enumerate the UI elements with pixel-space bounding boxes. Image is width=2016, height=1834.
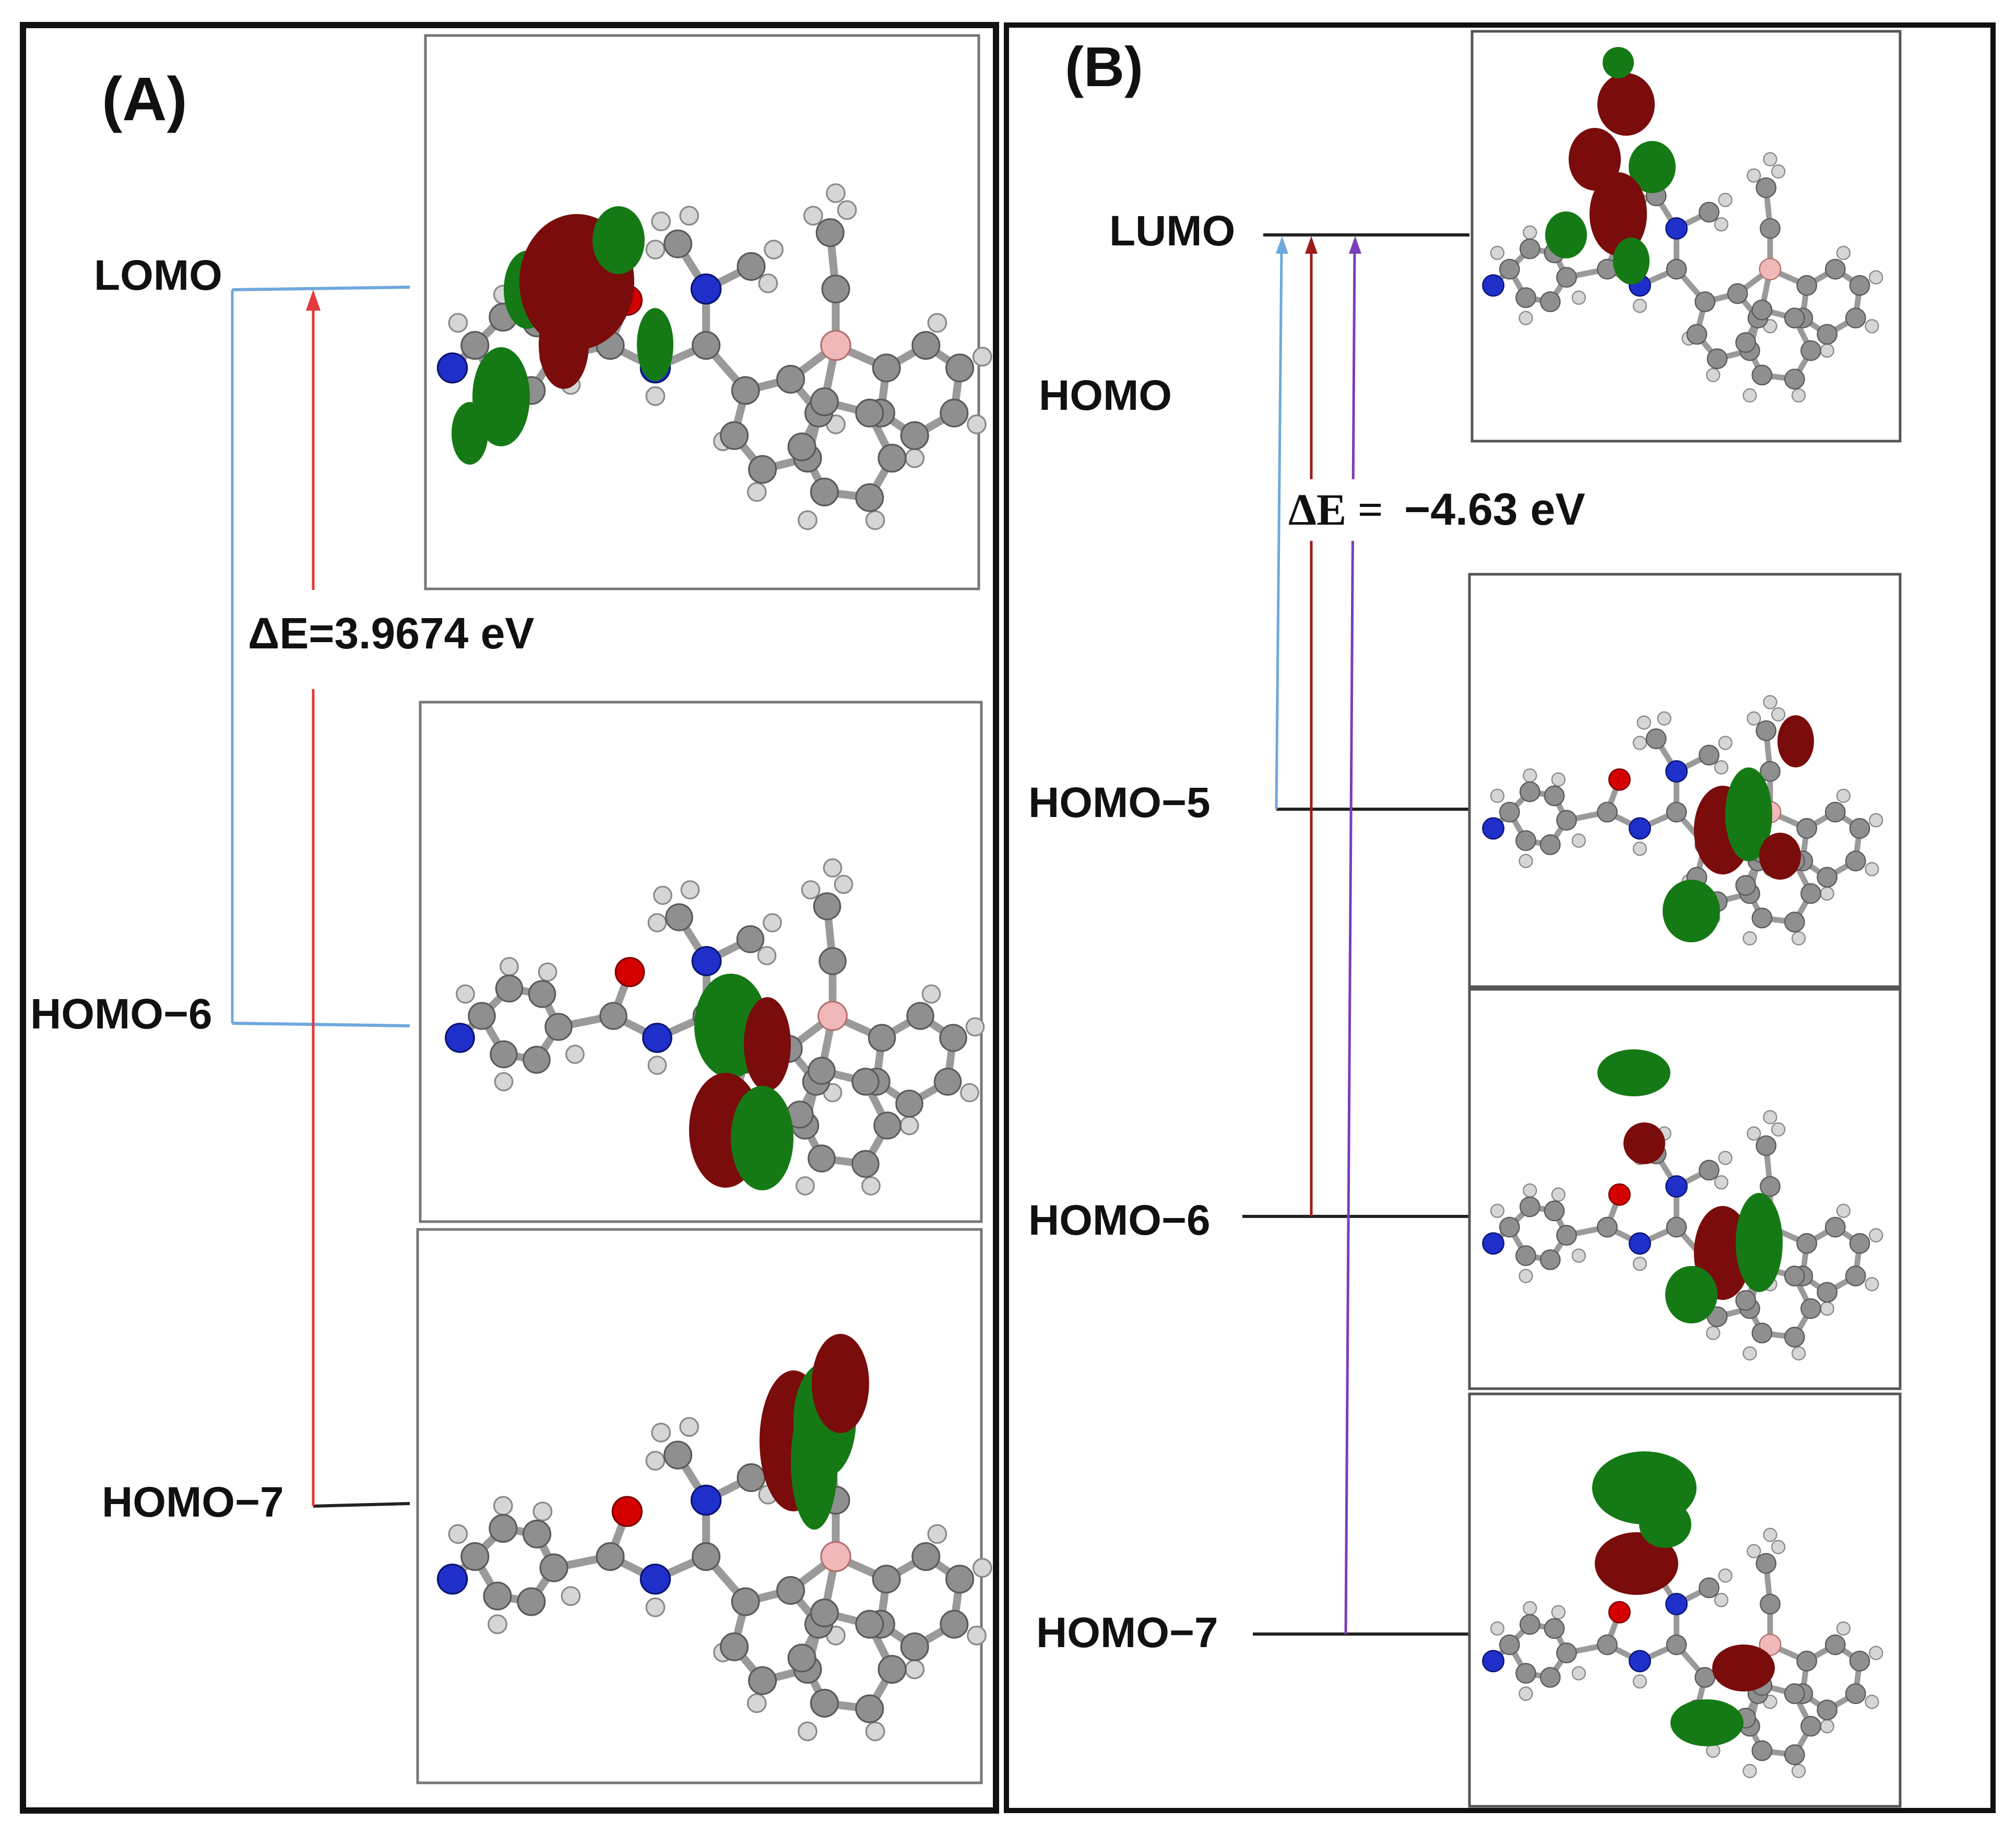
panel-b-blue-transition [1275,249,1283,810]
panel-a-gap-energy: ΔE=3.9674 eV [248,609,534,658]
panel-b-homo6-orbital-image [1468,988,1902,1390]
panel-a-lumo-orbital-image [424,34,991,590]
panel-b-homo5-label: HOMO−5 [1028,779,1211,826]
panel-b-lumo-label: LUMO [1109,207,1235,255]
panel-a-lumo-level [232,286,410,291]
panel-b-homo-label: HOMO [1039,372,1172,419]
panel-b-homo5-orbital-image [1468,573,1902,988]
panel-b-gap-symbol: ΔE = [1288,484,1383,535]
panel-a-gap-arrowhead [306,290,321,311]
panel-b-homo6-label: HOMO−6 [1028,1197,1211,1244]
panel-a-homo7-level [313,1502,410,1508]
panel-b-lumo-orbital-image [1471,30,1902,443]
panel-a-tag: (A) [102,65,187,134]
panel-b-homo7-label: HOMO−7 [1036,1609,1218,1656]
panel-a-homo7-orbital-image [416,1228,991,1784]
panel-b-tag: (B) [1065,35,1143,98]
panel-a-homo7-label: HOMO−7 [102,1478,284,1526]
panel-b-gap-energy: −4.63 eV [1404,484,1585,535]
panel-a-homo6-level [232,1022,410,1027]
panel-b-homo7-orbital-image [1468,1392,1902,1808]
panel-a-homo6-label: HOMO−6 [30,990,212,1038]
panel-a-lumo-label: LOMO [94,252,222,299]
panel-a-homo6-orbital-image [419,701,984,1223]
